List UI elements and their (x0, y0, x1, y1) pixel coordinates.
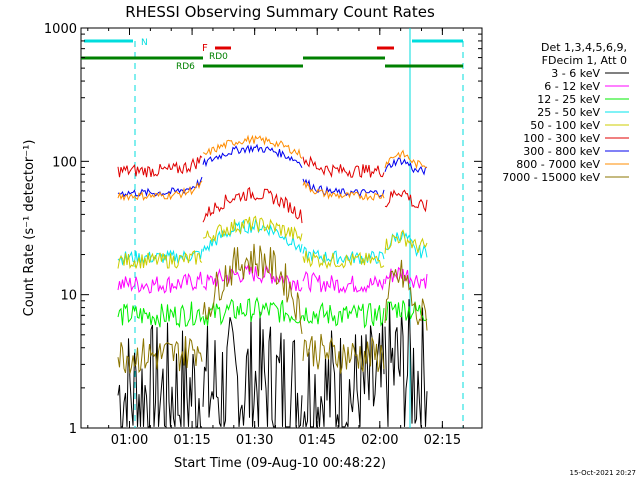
legend-label-5: 100 - 300 keV (523, 132, 600, 145)
legend-header-0: Det 1,3,4,5,6,9, (541, 41, 627, 54)
series-line-0 (117, 299, 428, 429)
x-tick-label-0: 01:00 (111, 433, 148, 448)
series-line-1 (117, 263, 428, 294)
y-tick-label-1: 10 (60, 289, 77, 304)
legend-label-0: 3 - 6 keV (551, 67, 600, 80)
x-tick-label-1: 01:15 (173, 433, 210, 448)
legend-label-6: 300 - 800 keV (523, 145, 600, 158)
rd0-label: RD0 (209, 52, 228, 62)
legend-label-4: 50 - 100 keV (530, 119, 600, 132)
y-tick-label-3: 1000 (44, 22, 77, 37)
legend-label-1: 6 - 12 keV (544, 80, 600, 93)
axis-layer: 01:00 01:15 01:30 01:45 02:00 02:15 1 10 100 1000 (44, 22, 482, 448)
legend-label-2: 12 - 25 keV (537, 93, 600, 106)
series-line-6 (117, 143, 428, 198)
series-line-4 (117, 215, 428, 270)
x-tick-label-5: 02:15 (424, 433, 461, 448)
y-axis-label: Count Rate (s⁻¹ detector⁻¹) (22, 140, 37, 317)
chart-title: RHESSI Observing Summary Count Rates (125, 3, 435, 21)
series-line-5 (117, 155, 428, 224)
rd6-label: RD6 (176, 62, 195, 72)
series-line-2 (117, 296, 428, 329)
legend-label-8: 7000 - 15000 keV (502, 171, 600, 184)
y-tick-label-2: 100 (52, 155, 77, 170)
legend: Det 1,3,4,5,6,9,FDecim 1, Att 03 - 6 keV… (502, 41, 629, 184)
y-tick-label-0: 1 (69, 422, 77, 437)
plot-frame (80, 27, 483, 429)
series-layer (117, 134, 428, 429)
date-stamp: 15-Oct-2021 20:27 (570, 469, 636, 477)
x-tick-label-3: 01:45 (298, 433, 335, 448)
legend-label-7: 800 - 7000 keV (516, 158, 600, 171)
legend-header-1: FDecim 1, Att 0 (542, 54, 627, 67)
x-axis-label: Start Time (09-Aug-10 00:48:22) (174, 456, 386, 471)
legend-label-3: 25 - 50 keV (537, 106, 600, 119)
night-flag-label: N (141, 38, 148, 48)
flare-flag-label: F (202, 43, 208, 54)
series-line-8 (117, 243, 428, 374)
x-tick-label-2: 01:30 (236, 433, 273, 448)
series-line-7 (117, 134, 428, 202)
x-tick-label-4: 02:00 (361, 433, 398, 448)
